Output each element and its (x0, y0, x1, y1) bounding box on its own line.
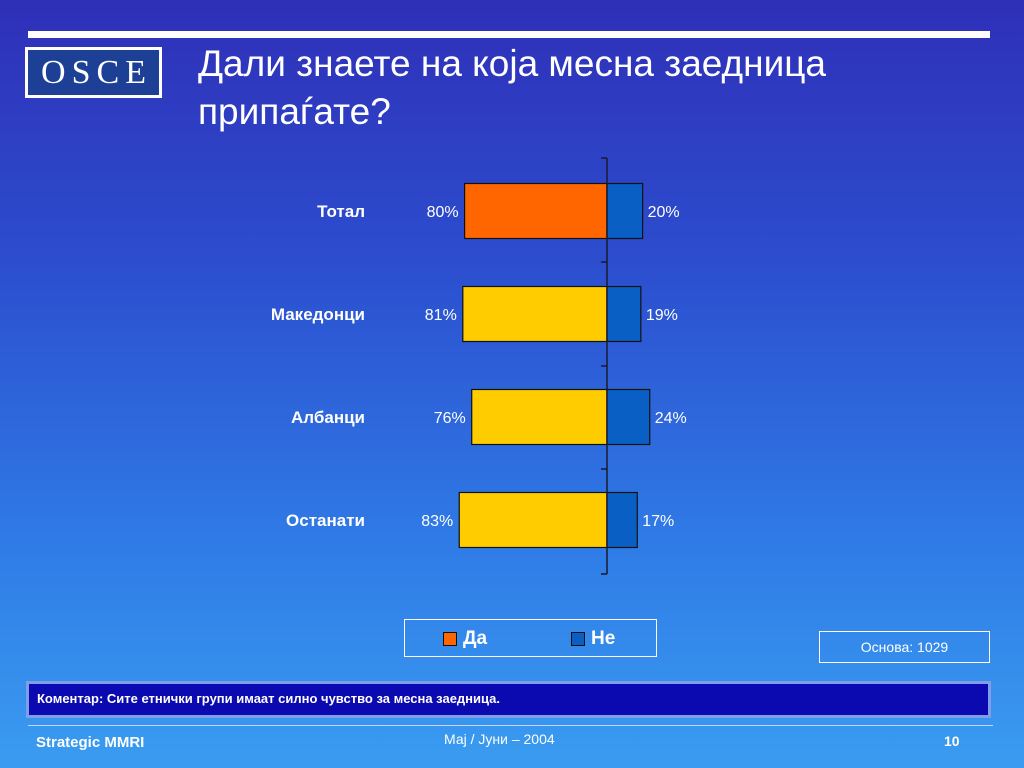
chart-legend: Да Не (404, 619, 657, 657)
value-label-no-total: 20% (648, 204, 680, 221)
value-label-yes-others: 83% (421, 513, 453, 530)
value-label-no-albanians: 24% (655, 410, 687, 427)
bar-no-others (606, 491, 638, 549)
category-label-albanians: Албанци (291, 408, 365, 427)
top-rule (28, 31, 990, 38)
logo-letter-c: C (96, 53, 120, 91)
osce-logo: O S C E (25, 47, 162, 98)
bar-yes-others (458, 491, 608, 549)
bar-yes-albanians (471, 388, 608, 446)
labels-group: Тотал 80% 20% Македонци 81% 19% Албанци 76% 24% О… (271, 202, 687, 530)
footer-brand: Strategic MMRI (36, 734, 145, 751)
value-label-yes-total: 80% (427, 204, 459, 221)
logo-letter-e: E (125, 53, 146, 91)
bar-no-albanians (606, 388, 651, 446)
bar-yes-total (464, 182, 608, 240)
value-label-no-macedonians: 19% (646, 307, 678, 324)
logo-letter-s: S (71, 53, 91, 91)
value-label-no-others: 17% (642, 513, 674, 530)
legend-swatch-yes (443, 632, 457, 646)
category-label-total: Тотал (317, 202, 365, 221)
base-note: Основа: 1029 (819, 631, 990, 663)
logo-letter-o: O (41, 53, 66, 91)
footer-date: Мај / Јуни – 2004 (444, 731, 555, 747)
legend-label-no: Не (591, 628, 616, 649)
slide-title: Дали знаете на која месна заедница припа… (198, 43, 827, 132)
legend-label-yes: Да (463, 628, 488, 649)
value-label-yes-macedonians: 81% (425, 307, 457, 324)
bar-yes-macedonians (462, 285, 608, 343)
bar-no-total (606, 182, 644, 240)
category-label-others: Останати (286, 511, 365, 530)
category-label-macedonians: Македонци (271, 305, 365, 324)
axis-group (601, 157, 608, 575)
bottom-rule (28, 725, 993, 726)
osce-logo-letters: O S C E (28, 50, 159, 95)
value-label-yes-albanians: 76% (434, 410, 466, 427)
comment-box: Коментар: Сите етнички групи имаат силно… (26, 681, 991, 718)
bars-group (458, 182, 651, 549)
legend-swatch-no (571, 632, 585, 646)
bar-no-macedonians (606, 285, 642, 343)
page-number: 10 (944, 733, 960, 749)
legend-item-yes: Да (443, 628, 487, 650)
legend-item-no: Не (571, 628, 615, 650)
